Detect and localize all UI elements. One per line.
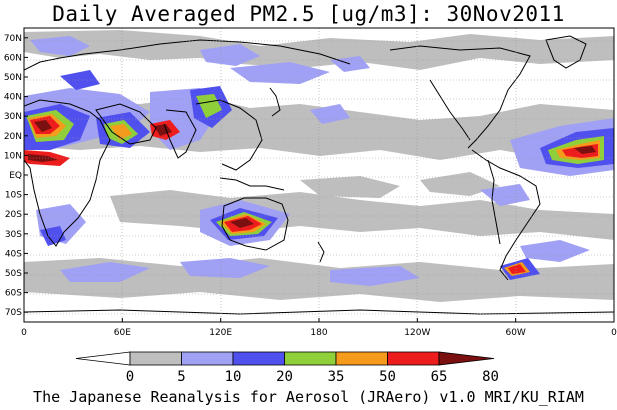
longitude-tick-labels: 0 60E 120E 180 120W 60W 0: [21, 318, 617, 338]
longitude-tick-label: 0: [611, 328, 617, 338]
longitude-tick-label: 60W: [505, 328, 525, 338]
colorbar-box: [284, 351, 337, 366]
longitude-tick-label: 180: [310, 328, 327, 338]
latitude-tick-label: 50N: [4, 73, 22, 83]
colorbar-box: [129, 351, 182, 366]
latitude-tick-label: EQ: [9, 171, 22, 181]
colorbar-tick-label: 65: [431, 369, 448, 385]
colorbar-tick-label: 10: [225, 369, 242, 385]
latitude-tick-label: 70S: [5, 308, 22, 318]
colorbar-box: [387, 351, 440, 366]
colorbar-tick-label: 0: [126, 369, 134, 385]
colorbar-high-extension: [438, 351, 495, 366]
latitude-tick-label: 70N: [4, 34, 22, 44]
map-grid: [24, 28, 614, 322]
latitude-tick-label: 50S: [5, 269, 22, 279]
colorbar-tick-label: 50: [379, 369, 396, 385]
colorbar-box: [335, 351, 388, 366]
latitude-tick-labels: 70N 60N 50N 40N 30N 20N 10N EQ 10S 20S 30S 40S 50S 60…: [4, 34, 28, 318]
latitude-tick-label: 30S: [5, 230, 22, 240]
latitude-tick-label: 40N: [4, 93, 22, 103]
colorbar-box: [232, 351, 285, 366]
plot-title: Daily Averaged PM2.5 [ug/m3]: 30Nov2011: [52, 2, 565, 26]
longitude-tick-label: 120W: [404, 328, 430, 338]
longitude-tick-label: 60E: [114, 328, 131, 338]
colorbar-tick-label: 35: [328, 369, 345, 385]
colorbar-tick-label: 20: [276, 369, 293, 385]
longitude-tick-label: 120E: [209, 328, 232, 338]
colorbar-tick-label: 80: [482, 369, 499, 385]
data-credit: The Japanese Reanalysis for Aerosol (JRA…: [33, 388, 584, 406]
latitude-tick-label: 40S: [5, 249, 22, 259]
latitude-tick-label: 20S: [5, 210, 22, 220]
colorbar-low-extension: [75, 351, 131, 366]
coastlines: [24, 35, 614, 315]
latitude-tick-label: 30N: [4, 112, 22, 122]
colorbar-tick-label: 5: [177, 369, 185, 385]
latitude-tick-label: 20N: [4, 132, 22, 142]
latitude-tick-label: 10S: [5, 191, 22, 201]
colorbar-tick-labels: 0 5 10 20 35 50 65 80: [126, 369, 499, 385]
longitude-tick-label: 0: [21, 328, 27, 338]
latitude-tick-label: 60S: [5, 289, 22, 299]
colorbar-box: [181, 351, 234, 366]
latitude-tick-label: 10N: [4, 151, 22, 161]
colorbar: [75, 351, 495, 366]
latitude-tick-label: 60N: [4, 53, 22, 63]
